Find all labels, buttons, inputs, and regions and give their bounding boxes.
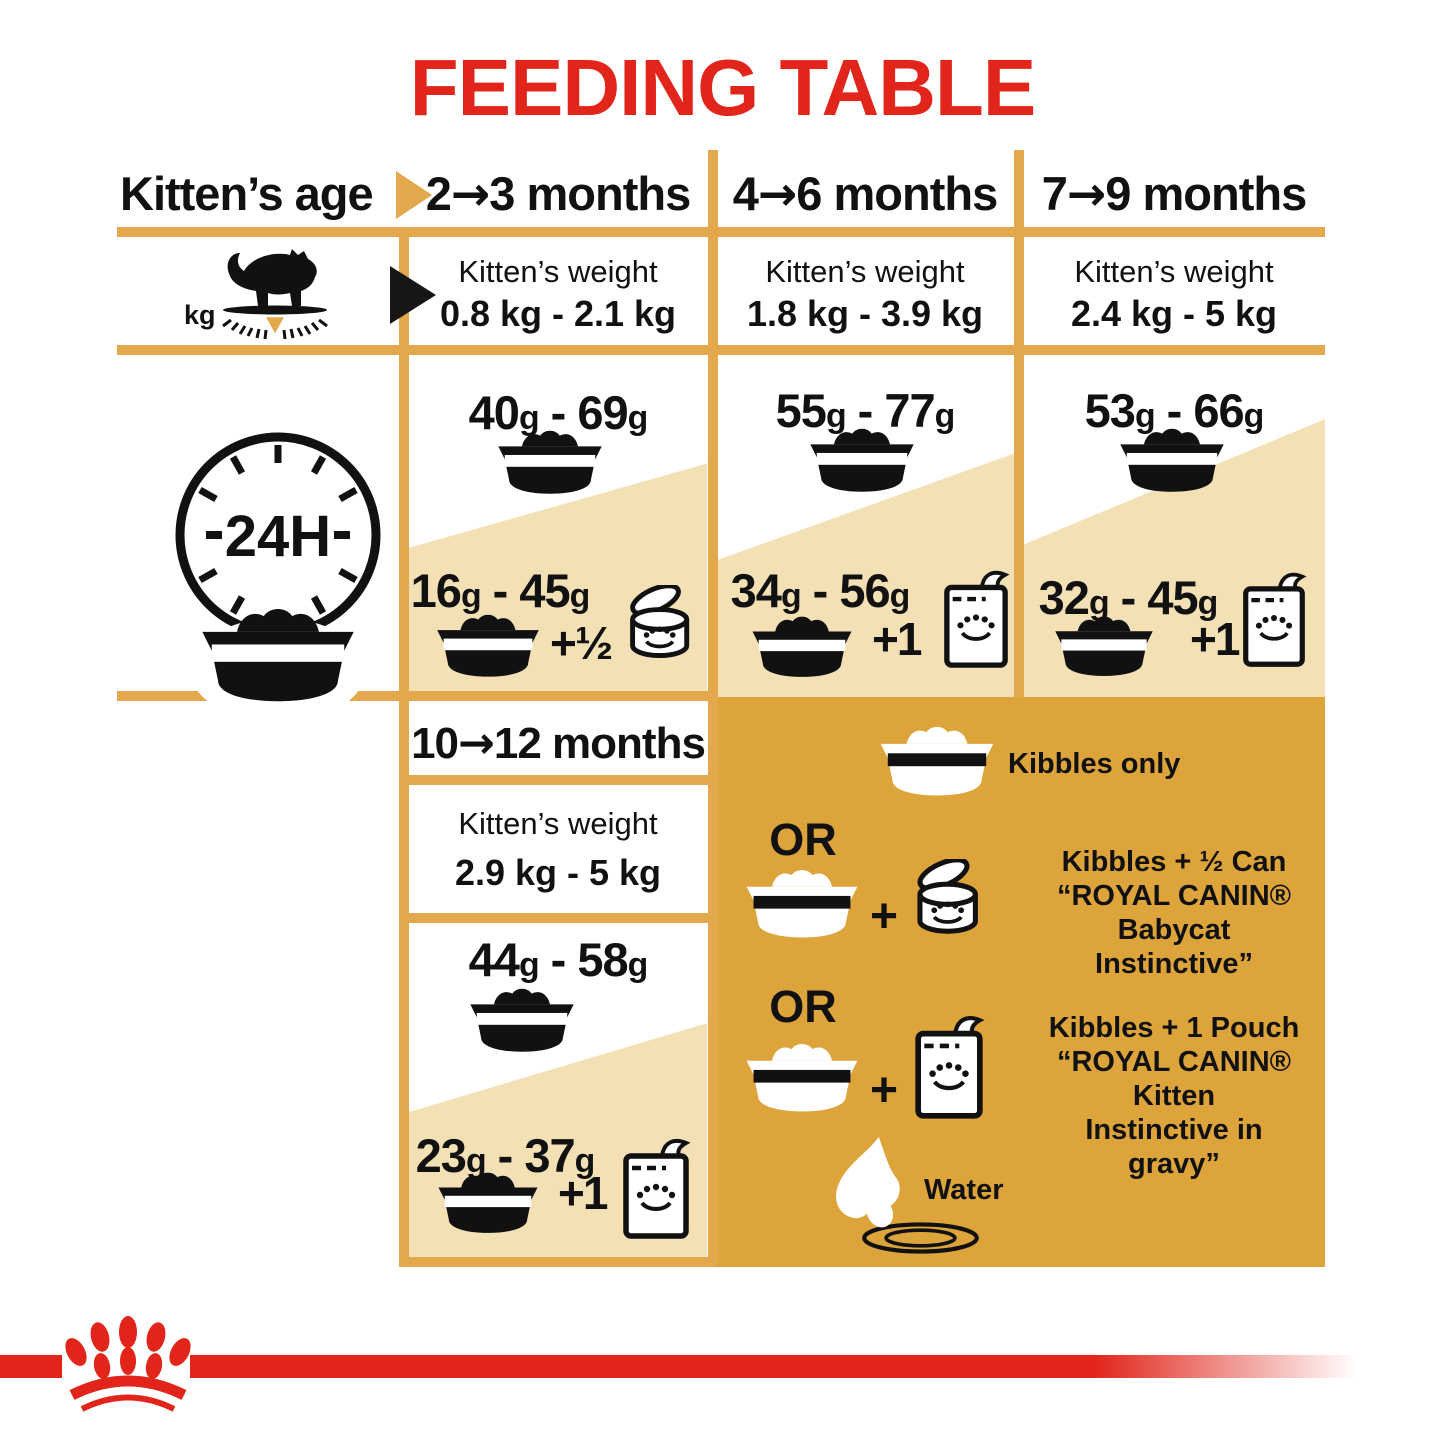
divider bbox=[399, 775, 717, 785]
mixed-amount: 23g - 37g bbox=[415, 1129, 596, 1182]
kibbles-amount: 44g - 58g bbox=[468, 933, 649, 986]
pouch-icon bbox=[912, 1013, 986, 1120]
bowl-icon bbox=[752, 616, 852, 677]
bowl-icon bbox=[1120, 428, 1224, 492]
pouch-icon bbox=[1240, 570, 1308, 668]
bowl-icon bbox=[746, 1043, 858, 1112]
legend-water: Water bbox=[924, 1174, 1004, 1206]
kitten-scale-icon: kg bbox=[184, 249, 328, 340]
kg-unit-label: kg bbox=[184, 300, 216, 330]
divider bbox=[399, 232, 409, 1267]
divider bbox=[399, 913, 717, 923]
legend-panel: Kibbles only OR + Kibbles + ½ Can “ROYAL… bbox=[718, 697, 1325, 1267]
legend-or: OR bbox=[769, 814, 837, 865]
legend-can-text: Kibbles + ½ Can “ROYAL CANIN® Babycat In… bbox=[1056, 846, 1292, 980]
supplement-amount: +½ bbox=[550, 617, 613, 669]
kibbles-amount: 40g - 69g bbox=[468, 386, 649, 439]
bowl-icon bbox=[810, 428, 914, 492]
plus-sign: + bbox=[870, 1064, 899, 1117]
weight-label: Kitten’s weight bbox=[765, 254, 965, 289]
can-icon bbox=[904, 855, 988, 947]
divider bbox=[708, 150, 718, 1267]
weight-value: 1.8 kg - 3.9 kg bbox=[746, 293, 984, 334]
weight-label: Kitten’s weight bbox=[458, 254, 658, 289]
clock-24h-icon: 24H bbox=[175, 432, 381, 705]
legend-pouch-text: Kibbles + 1 Pouch “ROYAL CANIN® Kitten I… bbox=[1048, 1012, 1300, 1180]
bowl-icon bbox=[746, 869, 858, 938]
arrow-right-icon bbox=[396, 171, 432, 219]
mixed-amount: 16g - 45g bbox=[410, 564, 591, 617]
bowl-icon bbox=[437, 614, 539, 677]
column-header-2-3-months: 2→3 months bbox=[425, 167, 691, 222]
page-title: FEEDING TABLE bbox=[409, 43, 1037, 132]
mixed-amount: 34g - 56g bbox=[730, 564, 911, 617]
pouch-icon bbox=[941, 568, 1011, 669]
divider bbox=[399, 1257, 717, 1267]
bowl-icon bbox=[470, 988, 574, 1052]
weight-value: 2.9 kg - 5 kg bbox=[454, 852, 662, 893]
mixed-amount: 32g - 45g bbox=[1038, 571, 1219, 624]
bowl-icon bbox=[498, 430, 602, 494]
divider bbox=[117, 345, 1325, 355]
supplement-amount: +1 bbox=[558, 1167, 608, 1219]
brand-line bbox=[0, 1355, 62, 1378]
pouch-icon bbox=[620, 1136, 692, 1240]
crown-logo-icon bbox=[58, 1310, 198, 1415]
divider bbox=[1014, 150, 1024, 700]
supplement-amount: +1 bbox=[1190, 613, 1240, 665]
divider bbox=[117, 691, 717, 701]
weight-label: Kitten’s weight bbox=[1074, 254, 1274, 289]
weight-value: 0.8 kg - 2.1 kg bbox=[439, 293, 677, 334]
weight-label: Kitten’s weight bbox=[458, 806, 658, 841]
water-ripple-icon bbox=[862, 1222, 979, 1254]
brand-line bbox=[190, 1355, 1445, 1378]
column-header-7-9-months: 7→9 months bbox=[1041, 167, 1307, 222]
row-label-kittens-age: Kitten’s age bbox=[120, 167, 374, 220]
legend-kibbles-only: Kibbles only bbox=[1008, 748, 1181, 780]
kibbles-amount: 53g - 66g bbox=[1084, 384, 1265, 437]
plus-sign: + bbox=[870, 890, 899, 943]
bowl-icon bbox=[880, 726, 994, 796]
column-header-10-12-months: 10→12 months bbox=[411, 718, 706, 769]
can-icon bbox=[617, 580, 699, 672]
supplement-amount: +1 bbox=[872, 613, 922, 665]
arrow-right-icon bbox=[390, 266, 436, 324]
divider bbox=[117, 227, 1325, 237]
kibbles-amount: 55g - 77g bbox=[775, 384, 956, 437]
clock-label: 24H bbox=[225, 504, 331, 569]
bowl-icon bbox=[438, 1172, 538, 1233]
bowl-icon bbox=[1055, 616, 1153, 676]
column-header-4-6-months: 4→6 months bbox=[732, 167, 998, 222]
water-icon bbox=[818, 1135, 916, 1243]
weight-value: 2.4 kg - 5 kg bbox=[1070, 293, 1278, 334]
legend-or: OR bbox=[769, 981, 837, 1032]
